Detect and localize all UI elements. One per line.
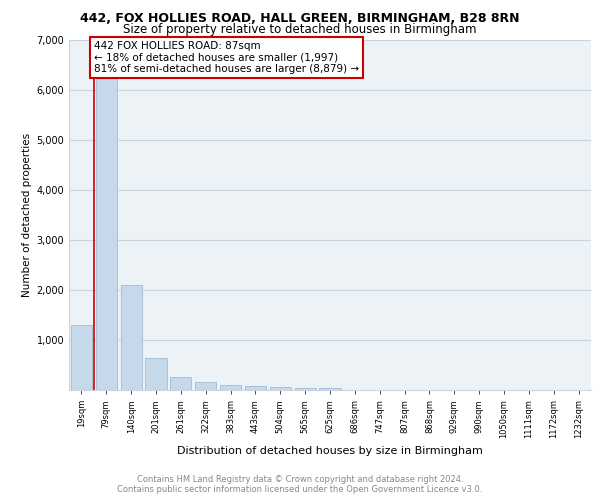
Bar [145, 358, 167, 390]
Bar [121, 285, 142, 390]
Bar [220, 385, 241, 390]
Text: Size of property relative to detached houses in Birmingham: Size of property relative to detached ho… [123, 24, 477, 36]
Bar [295, 388, 316, 390]
Text: 442, FOX HOLLIES ROAD, HALL GREEN, BIRMINGHAM, B28 8RN: 442, FOX HOLLIES ROAD, HALL GREEN, BIRMI… [80, 12, 520, 26]
Bar [71, 325, 92, 390]
Bar [319, 388, 341, 390]
Bar [245, 386, 266, 390]
Text: 442 FOX HOLLIES ROAD: 87sqm
← 18% of detached houses are smaller (1,997)
81% of : 442 FOX HOLLIES ROAD: 87sqm ← 18% of det… [94, 41, 359, 74]
Bar [195, 382, 216, 390]
Bar [170, 376, 191, 390]
Y-axis label: Number of detached properties: Number of detached properties [22, 133, 32, 297]
X-axis label: Distribution of detached houses by size in Birmingham: Distribution of detached houses by size … [177, 446, 483, 456]
Text: Contains HM Land Registry data © Crown copyright and database right 2024.
Contai: Contains HM Land Registry data © Crown c… [118, 474, 482, 494]
Bar [96, 60, 117, 390]
Bar [270, 387, 291, 390]
